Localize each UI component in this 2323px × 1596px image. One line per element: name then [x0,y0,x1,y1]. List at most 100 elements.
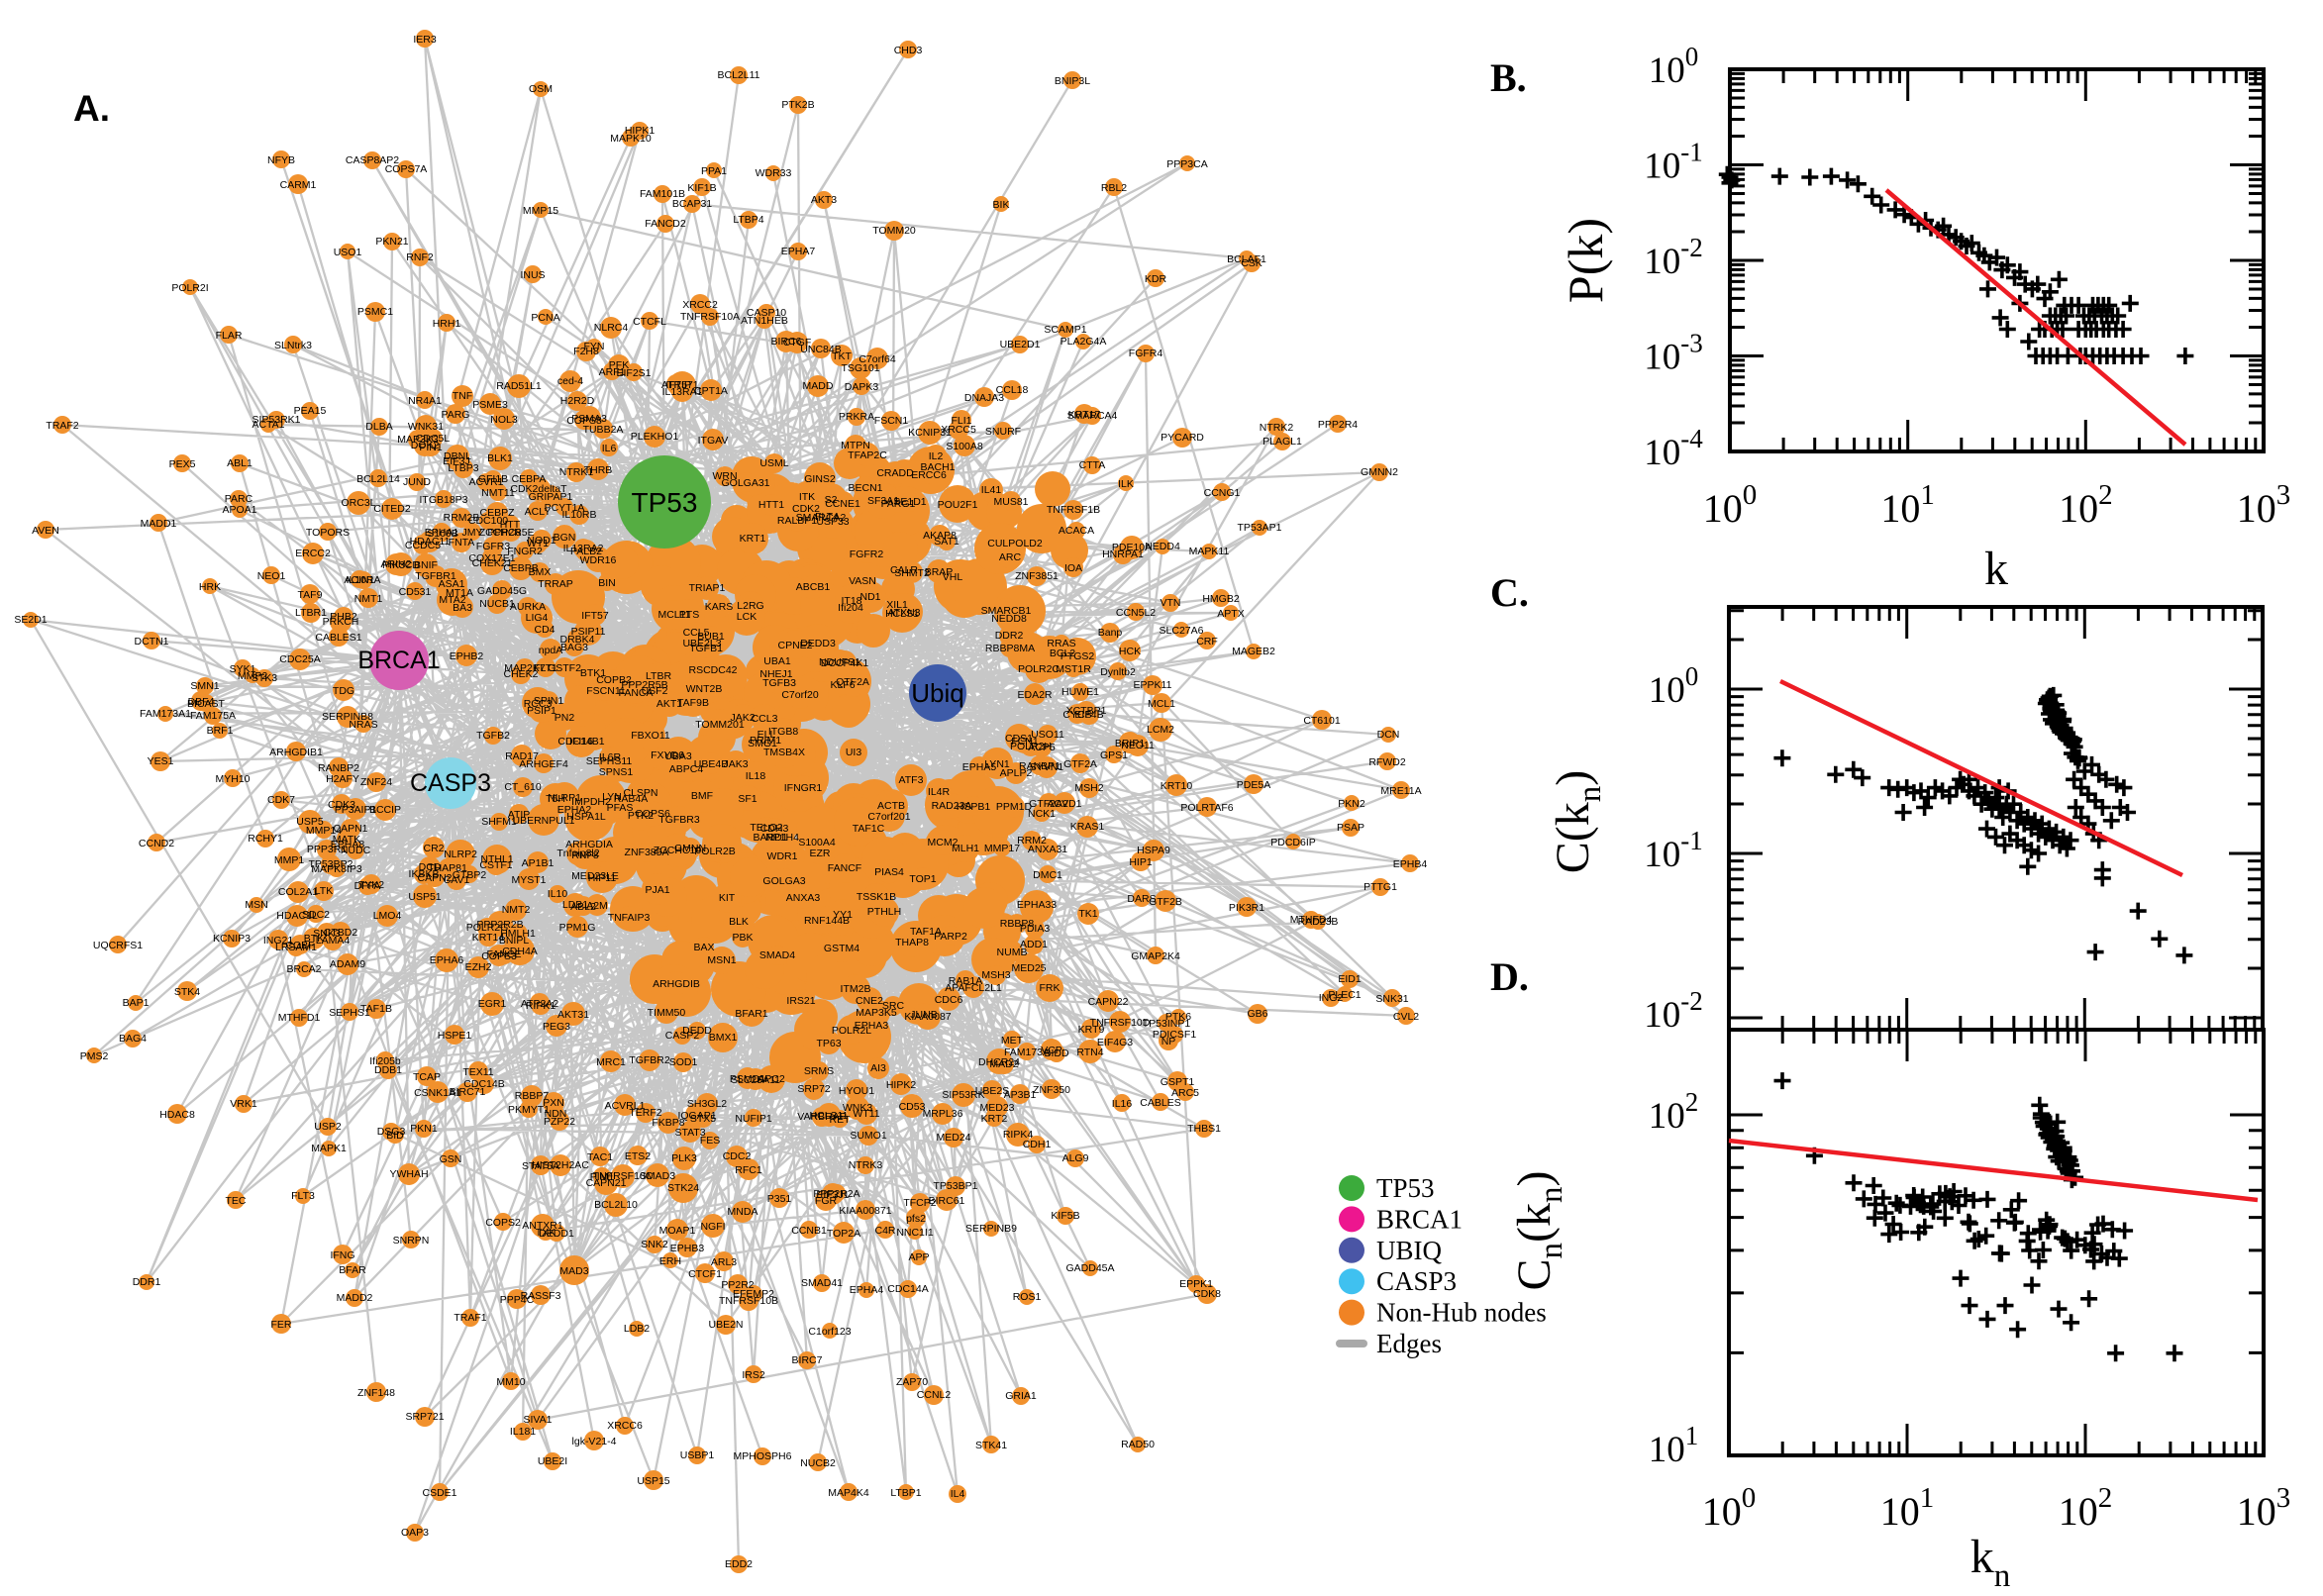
svg-text:ATF3: ATF3 [899,774,924,786]
svg-text:GSPT1: GSPT1 [1161,1076,1195,1088]
svg-text:PPP4C: PPP4C [500,1294,535,1306]
svg-text:ABL1: ABL1 [227,457,252,469]
svg-text:YWHAH: YWHAH [389,1168,428,1180]
svg-text:COPS6: COPS6 [635,808,670,820]
svg-text:SMG1: SMG1 [748,738,777,749]
svg-text:MAPK10: MAPK10 [610,133,652,145]
svg-text:A.: A. [73,88,110,129]
svg-text:OAP3: OAP3 [401,1527,429,1539]
svg-text:ZNF350: ZNF350 [1033,1084,1070,1096]
svg-text:PMS2: PMS2 [80,1050,109,1062]
svg-text:CASP2: CASP2 [665,1030,700,1042]
svg-text:ING21: ING21 [263,935,294,947]
svg-text:CD4: CD4 [534,624,555,636]
svg-text:RET: RET [830,1114,852,1126]
svg-text:PLA2G4A: PLA2G4A [1060,336,1107,348]
svg-text:ATP2A2: ATP2A2 [521,998,558,1010]
svg-text:FLT4: FLT4 [815,511,839,523]
svg-text:TOMM20: TOMM20 [872,225,916,237]
svg-text:MUS81: MUS81 [993,496,1028,508]
svg-text:WDR33: WDR33 [756,167,792,179]
svg-text:PPA1: PPA1 [701,165,727,177]
svg-text:H2R2D: H2R2D [560,395,595,407]
svg-text:RNF144B: RNF144B [804,915,850,927]
svg-text:MSH2: MSH2 [1074,782,1103,794]
svg-text:ARHGDIB1: ARHGDIB1 [269,747,323,758]
svg-text:Banp: Banp [1098,627,1123,639]
svg-text:KLF6: KLF6 [830,679,855,691]
svg-text:MED24: MED24 [936,1132,970,1144]
svg-text:CTGF: CTGF [783,337,812,349]
svg-text:MED25: MED25 [1011,962,1046,974]
svg-text:ADAM9: ADAM9 [330,958,365,970]
svg-text:ZNF3851: ZNF3851 [1015,570,1059,582]
svg-text:APOA1: APOA1 [222,504,256,516]
svg-text:IFT57: IFT57 [581,610,609,622]
svg-text:STAT5A: STAT5A [522,1160,559,1172]
svg-text:WDR1: WDR1 [767,850,798,862]
svg-text:LYN: LYN [602,791,622,803]
svg-text:PJA1: PJA1 [645,884,669,896]
svg-text:KRT1: KRT1 [740,533,766,545]
svg-text:TAF1B: TAF1B [360,1003,392,1015]
svg-text:KIAA00871: KIAA00871 [839,1205,891,1217]
svg-text:GB6: GB6 [1247,1008,1267,1020]
svg-text:DNAJA3: DNAJA3 [964,392,1004,404]
svg-text:WDR16: WDR16 [580,554,617,566]
svg-text:LTK: LTK [315,885,333,897]
svg-text:GMNN: GMNN [674,843,706,854]
svg-text:PPM1G: PPM1G [559,922,596,934]
svg-text:CTBD2: CTBD2 [324,927,358,939]
svg-text:PTGS2: PTGS2 [1060,650,1095,662]
svg-text:HYOU1: HYOU1 [839,1085,874,1097]
svg-text:DCD: DCD [419,861,442,873]
svg-text:BFAR: BFAR [339,1264,366,1276]
svg-text:PPP2R2B: PPP2R2B [476,919,523,931]
svg-text:DDB1: DDB1 [374,1064,402,1076]
svg-text:ATRIP: ATRIP [661,379,691,391]
svg-text:WNK31: WNK31 [408,421,444,433]
svg-text:JMY: JMY [462,527,483,539]
svg-text:ACTA1: ACTA1 [252,419,284,431]
svg-text:THAP8: THAP8 [895,937,929,948]
svg-text:AP3B1: AP3B1 [1004,1089,1037,1101]
svg-text:POLR2I: POLR2I [171,282,208,294]
svg-text:POLR2L: POLR2L [832,1025,871,1037]
svg-text:KCNIP31: KCNIP31 [908,427,952,439]
svg-text:TEX11: TEX11 [462,1066,493,1078]
svg-text:LDB2: LDB2 [624,1323,650,1335]
svg-text:IRS2: IRS2 [742,1369,765,1381]
svg-text:PLEC1: PLEC1 [1328,989,1361,1001]
svg-text:EPHA2: EPHA2 [557,804,592,816]
svg-text:ARHGDIA: ARHGDIA [565,839,613,850]
svg-text:BRIP1: BRIP1 [1115,738,1146,749]
svg-text:SMARCA2: SMARCA2 [796,512,847,524]
svg-text:BCCIP: BCCIP [369,804,401,816]
svg-text:SF1: SF1 [738,793,757,805]
svg-text:EPHA6: EPHA6 [430,954,464,966]
svg-text:PDIA3: PDIA3 [1020,923,1051,935]
svg-text:DHCR24: DHCR24 [978,1056,1020,1068]
svg-text:XRCC2: XRCC2 [682,299,718,311]
svg-text:JAK2: JAK2 [730,712,755,724]
svg-text:PDE5A: PDE5A [1237,779,1270,791]
svg-text:RIPK4: RIPK4 [1003,1129,1034,1141]
svg-text:USP15: USP15 [637,1475,669,1487]
svg-text:KCNIP3: KCNIP3 [213,933,251,945]
svg-text:PDCD6IP: PDCD6IP [1270,837,1316,848]
svg-text:10-1: 10-1 [1644,138,1703,187]
svg-text:CSK: CSK [1241,257,1262,269]
svg-text:TP53BP2: TP53BP2 [309,858,354,870]
svg-text:USO11: USO11 [1031,729,1064,741]
svg-text:FGFR2: FGFR2 [850,549,884,560]
svg-text:ACACA: ACACA [1059,525,1094,537]
svg-text:SH3GL2: SH3GL2 [687,1098,727,1110]
svg-text:IL6R: IL6R [599,751,622,763]
svg-text:MAPK1: MAPK1 [311,1143,347,1154]
svg-text:IL6: IL6 [602,443,617,454]
svg-text:ANTXR1: ANTXR1 [522,1220,563,1232]
svg-text:PPP2R5B: PPP2R5B [621,679,667,691]
svg-text:FANCE: FANCE [486,948,521,960]
svg-text:RFC1: RFC1 [735,1164,762,1176]
svg-text:EIF4G3: EIF4G3 [1097,1037,1133,1048]
